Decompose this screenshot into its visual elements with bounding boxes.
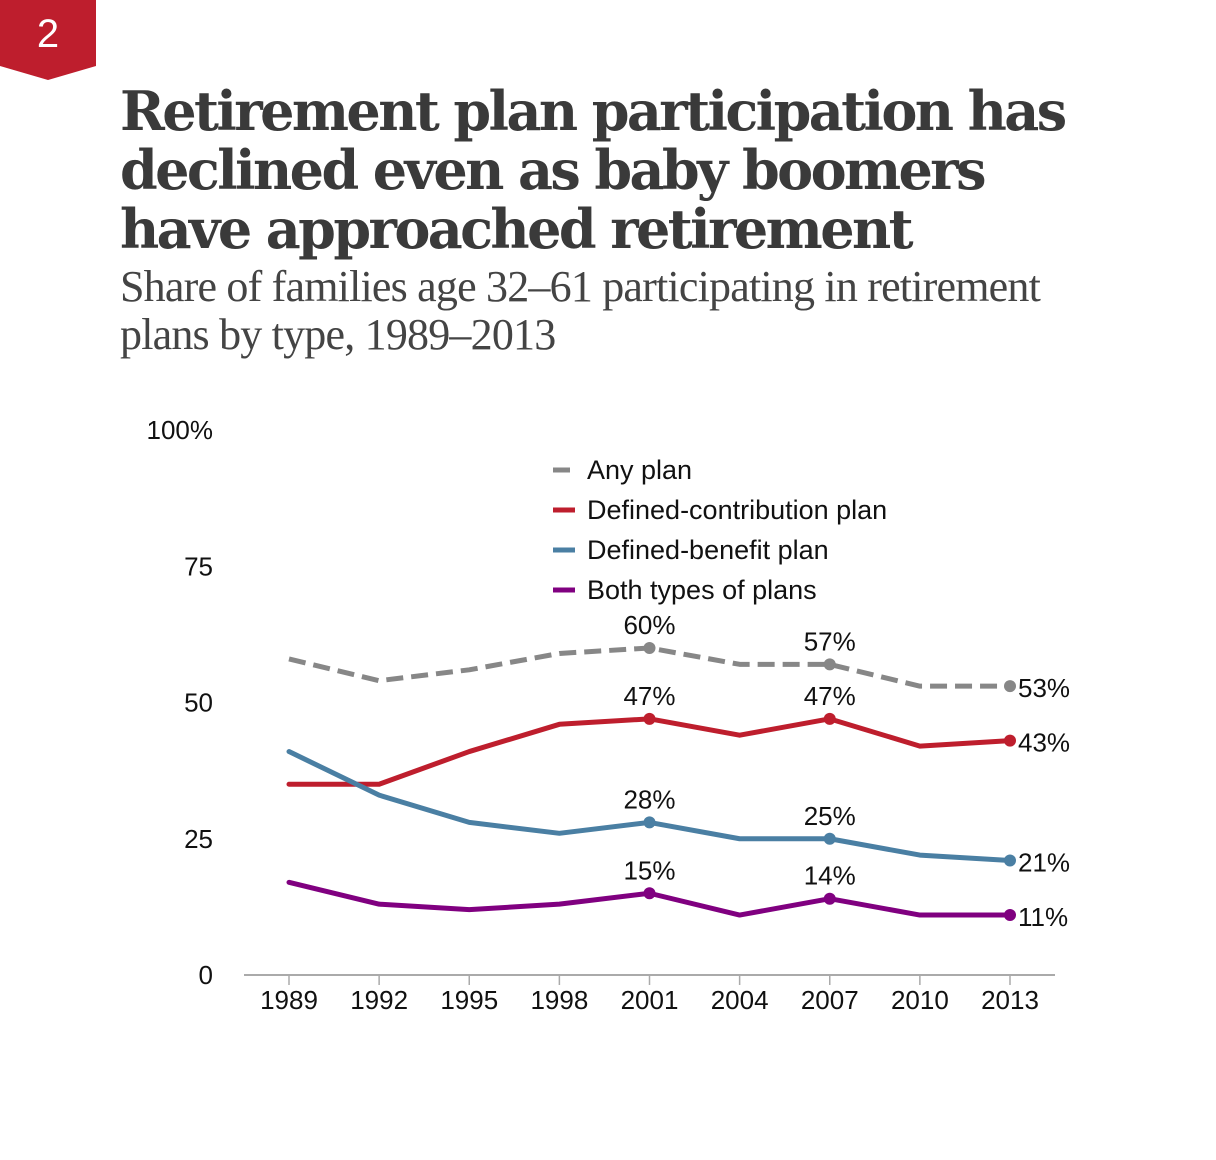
data-label: 14% <box>804 861 856 891</box>
chart-title: Retirement plan participation has declin… <box>120 79 1067 261</box>
x-tick-label: 2007 <box>801 985 859 1015</box>
data-point-marker <box>643 642 656 654</box>
data-label: 60% <box>623 610 675 640</box>
x-tick-label: 1995 <box>440 985 498 1015</box>
y-tick-label: 0 <box>199 960 213 990</box>
series-both-types-of-plans: 15% 14% 11% <box>286 855 1068 932</box>
legend-label: Any plan <box>587 455 692 485</box>
data-point-marker <box>823 658 836 671</box>
data-label: 57% <box>804 626 856 656</box>
data-point-marker <box>823 892 836 905</box>
y-axis: 0 25 50 75 100% <box>147 415 214 990</box>
badge-shape <box>0 0 96 80</box>
data-point-marker <box>823 712 836 725</box>
series-any-plan: 60% 57% 53% <box>288 610 1070 703</box>
legend-item: Both types of plans <box>553 575 817 605</box>
data-label: 15% <box>623 855 675 885</box>
data-label: 11% <box>1018 902 1068 932</box>
series-layer: 60% 57% 53% 47% 47% 43% 28% 25% 21% 15% 14% 11% <box>286 610 1070 932</box>
series-line <box>286 716 1013 787</box>
x-tick-label: 2013 <box>981 985 1039 1015</box>
y-tick-label: 100% <box>147 415 214 445</box>
data-point-marker <box>643 887 656 900</box>
legend-label: Both types of plans <box>587 575 817 605</box>
data-label: 21% <box>1018 848 1070 878</box>
y-tick-label: 75 <box>184 551 213 581</box>
x-tick-label: 2001 <box>621 985 679 1015</box>
data-point-marker <box>643 816 656 829</box>
figure-number-badge: 2 <box>0 0 96 80</box>
x-tick-label: 1989 <box>260 985 318 1015</box>
x-tick-label: 1998 <box>530 985 588 1015</box>
legend: Any plan Defined-contribution plan Defined… <box>553 455 887 605</box>
data-label: 28% <box>623 784 675 814</box>
figure-number: 2 <box>36 12 60 56</box>
series-defined-contribution-plan: 47% 47% 43% <box>286 681 1070 787</box>
data-point-marker <box>1004 680 1016 693</box>
legend-label: Defined-contribution plan <box>587 495 887 525</box>
legend-item: Defined-benefit plan <box>553 535 829 565</box>
x-tick-label: 2004 <box>711 985 769 1015</box>
data-label: 25% <box>804 801 856 831</box>
data-label: 53% <box>1018 673 1070 703</box>
data-label: 43% <box>1018 728 1070 758</box>
data-point-marker <box>1004 909 1016 922</box>
x-axis: 1989 1992 1995 1998 2001 2004 2007 2010 2013 <box>244 974 1055 1015</box>
series-defined-benefit-plan: 28% 25% 21% <box>286 749 1070 878</box>
legend-item: Any plan <box>553 455 692 485</box>
data-point-marker <box>1004 734 1016 747</box>
data-label: 47% <box>623 681 675 711</box>
data-label: 47% <box>804 681 856 711</box>
data-point-marker <box>643 712 656 725</box>
legend-item: Defined-contribution plan <box>553 495 887 525</box>
data-point-marker <box>1004 854 1016 867</box>
legend-label: Defined-benefit plan <box>587 535 829 565</box>
data-point-marker <box>823 832 836 845</box>
y-tick-label: 25 <box>184 824 213 854</box>
y-tick-label: 50 <box>184 688 213 718</box>
x-tick-label: 1992 <box>350 985 408 1015</box>
x-tick-label: 2010 <box>891 985 949 1015</box>
chart-subtitle: Share of families age 32–61 participatin… <box>120 262 1041 359</box>
